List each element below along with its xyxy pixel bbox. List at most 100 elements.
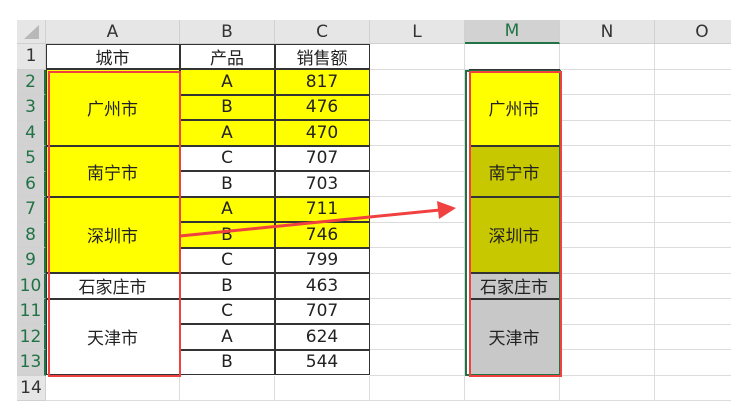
- column-header-L[interactable]: L: [370, 20, 465, 44]
- cell-N7[interactable]: [560, 197, 655, 223]
- cell-C14[interactable]: [275, 375, 370, 401]
- header-cell-A[interactable]: 城市: [45, 43, 180, 69]
- product-cell[interactable]: A: [179, 69, 275, 95]
- cell-N11[interactable]: [560, 299, 655, 325]
- cell-N14[interactable]: [560, 375, 655, 401]
- sales-cell[interactable]: 703: [274, 171, 370, 197]
- sales-cell[interactable]: 707: [274, 298, 370, 324]
- cell-L5[interactable]: [370, 146, 465, 172]
- result-merged-cell[interactable]: 南宁市: [468, 145, 560, 197]
- cell-O4[interactable]: [655, 121, 731, 146]
- column-header-A[interactable]: A: [46, 20, 180, 44]
- row-header-5[interactable]: 5: [17, 146, 46, 172]
- column-header-O[interactable]: O: [655, 20, 731, 44]
- row-header-12[interactable]: 12: [17, 324, 46, 350]
- sales-cell[interactable]: 544: [274, 349, 370, 375]
- product-cell[interactable]: B: [179, 222, 275, 248]
- result-merged-cell[interactable]: 深圳市: [468, 196, 560, 273]
- cell-O11[interactable]: [655, 299, 731, 325]
- row-header-14[interactable]: 14: [17, 375, 46, 401]
- result-merged-cell[interactable]: 天津市: [468, 298, 560, 375]
- cell-L2[interactable]: [370, 69, 465, 95]
- product-cell[interactable]: B: [179, 171, 275, 197]
- product-cell[interactable]: C: [179, 145, 275, 171]
- cell-O7[interactable]: [655, 197, 731, 223]
- cell-O14[interactable]: [655, 376, 731, 401]
- sales-cell[interactable]: 463: [274, 273, 370, 299]
- cell-N5[interactable]: [560, 146, 655, 172]
- cell-O9[interactable]: [655, 248, 731, 274]
- sales-cell[interactable]: 476: [274, 94, 370, 120]
- cell-N13[interactable]: [560, 350, 655, 376]
- row-header-10[interactable]: 10: [17, 273, 46, 299]
- product-cell[interactable]: A: [179, 324, 275, 350]
- sales-cell[interactable]: 711: [274, 196, 370, 222]
- city-merged-cell[interactable]: 天津市: [45, 298, 180, 375]
- sales-cell[interactable]: 707: [274, 145, 370, 171]
- cell-L6[interactable]: [370, 171, 465, 197]
- cell-O3[interactable]: [655, 95, 731, 121]
- cell-L7[interactable]: [370, 197, 465, 223]
- cell-L14[interactable]: [370, 375, 465, 401]
- city-merged-cell[interactable]: 广州市: [45, 69, 180, 146]
- product-cell[interactable]: C: [179, 247, 275, 273]
- select-all-corner[interactable]: [17, 20, 46, 44]
- city-merged-cell[interactable]: 南宁市: [45, 145, 180, 197]
- cell-L3[interactable]: [370, 95, 465, 121]
- row-header-11[interactable]: 11: [17, 299, 46, 325]
- cell-O2[interactable]: [655, 70, 731, 95]
- column-header-B[interactable]: B: [180, 20, 275, 44]
- header-cell-B[interactable]: 产品: [179, 43, 275, 69]
- cell-L13[interactable]: [370, 350, 465, 376]
- product-cell[interactable]: B: [179, 273, 275, 299]
- cell-O8[interactable]: [655, 223, 731, 248]
- row-header-8[interactable]: 8: [17, 222, 46, 248]
- row-header-1[interactable]: 1: [17, 44, 46, 70]
- product-cell[interactable]: C: [179, 298, 275, 324]
- sales-cell[interactable]: 817: [274, 69, 370, 95]
- row-header-2[interactable]: 2: [17, 69, 46, 95]
- cell-N4[interactable]: [560, 120, 655, 146]
- city-merged-cell[interactable]: 深圳市: [45, 196, 180, 273]
- product-cell[interactable]: B: [179, 94, 275, 120]
- column-header-N[interactable]: N: [560, 20, 655, 44]
- sales-cell[interactable]: 799: [274, 247, 370, 273]
- sales-cell[interactable]: 746: [274, 222, 370, 248]
- cell-N8[interactable]: [560, 222, 655, 248]
- row-header-9[interactable]: 9: [17, 248, 46, 274]
- cell-N9[interactable]: [560, 248, 655, 274]
- cell-M14[interactable]: [465, 375, 560, 401]
- cell-O1[interactable]: [655, 44, 731, 70]
- cell-L11[interactable]: [370, 299, 465, 325]
- row-header-7[interactable]: 7: [17, 197, 46, 223]
- cell-L1[interactable]: [370, 44, 465, 70]
- cell-M1[interactable]: [465, 44, 560, 70]
- sales-cell[interactable]: 624: [274, 324, 370, 350]
- city-merged-cell[interactable]: 石家庄市: [45, 273, 180, 299]
- row-header-13[interactable]: 13: [17, 350, 46, 376]
- cell-O13[interactable]: [655, 350, 731, 376]
- column-header-C[interactable]: C: [275, 20, 370, 44]
- cell-B14[interactable]: [180, 375, 275, 401]
- row-header-6[interactable]: 6: [17, 171, 46, 197]
- row-header-4[interactable]: 4: [17, 120, 46, 146]
- product-cell[interactable]: A: [179, 196, 275, 222]
- product-cell[interactable]: B: [179, 349, 275, 375]
- cell-N6[interactable]: [560, 171, 655, 197]
- cell-N12[interactable]: [560, 324, 655, 350]
- row-header-3[interactable]: 3: [17, 95, 46, 121]
- cell-N3[interactable]: [560, 95, 655, 121]
- cell-N2[interactable]: [560, 69, 655, 95]
- cell-L9[interactable]: [370, 248, 465, 274]
- cell-O10[interactable]: [655, 274, 731, 299]
- cell-L12[interactable]: [370, 324, 465, 350]
- cell-O5[interactable]: [655, 146, 731, 172]
- cell-N1[interactable]: [560, 44, 655, 70]
- sales-cell[interactable]: 470: [274, 120, 370, 146]
- result-merged-cell[interactable]: 广州市: [468, 69, 560, 146]
- result-merged-cell[interactable]: 石家庄市: [468, 273, 560, 299]
- product-cell[interactable]: A: [179, 120, 275, 146]
- header-cell-C[interactable]: 销售额: [274, 43, 370, 69]
- cell-L8[interactable]: [370, 222, 465, 248]
